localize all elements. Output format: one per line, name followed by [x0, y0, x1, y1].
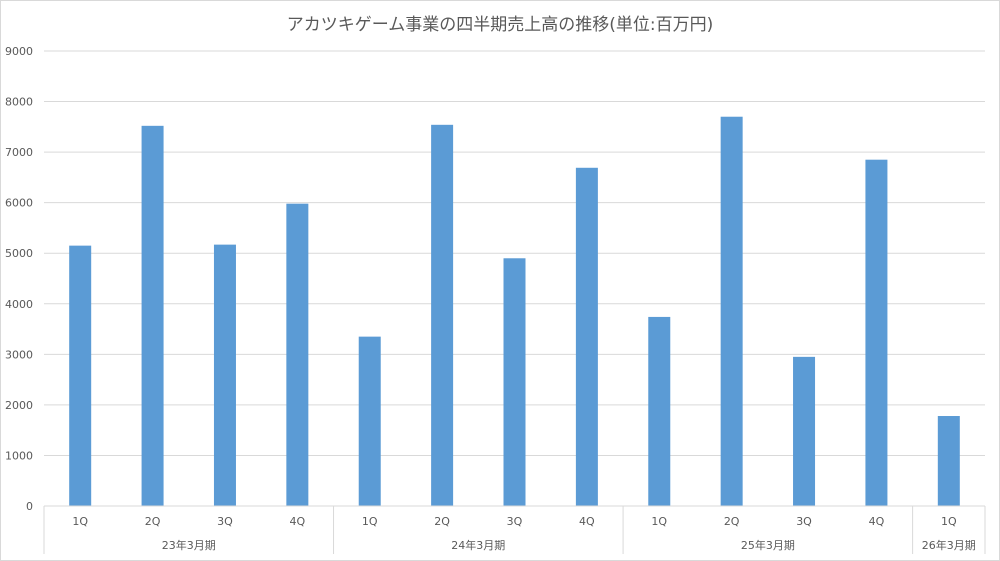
y-axis: 0 1000 2000 3000 4000 5000 6000 7000 8000 9000	[5, 45, 33, 513]
bars	[69, 116, 960, 507]
bar	[503, 258, 526, 506]
x-tick-label: 3Q	[217, 515, 233, 528]
x-tick-label: 3Q	[507, 515, 523, 528]
x-tick-label: 1Q	[941, 515, 957, 528]
x-tick-label: 4Q	[290, 515, 306, 528]
bar	[141, 125, 164, 507]
bar	[937, 416, 960, 506]
x-tick-label: 3Q	[796, 515, 812, 528]
chart-title: アカツキゲーム事業の四半期売上高の推移(単位:百万円)	[286, 15, 714, 35]
bar	[793, 356, 816, 506]
bar	[213, 244, 236, 506]
x-tick-label: 2Q	[724, 515, 740, 528]
y-tick-label: 8000	[5, 96, 33, 109]
x-tick-label: 2Q	[145, 515, 161, 528]
y-tick-label: 1000	[5, 449, 33, 462]
bar	[648, 316, 671, 506]
x-tick-label: 4Q	[869, 515, 885, 528]
y-tick-label: 5000	[5, 247, 33, 260]
bar	[431, 124, 454, 507]
x-axis: 1Q 2Q 3Q 4Q 1Q 2Q 3Q 4Q 1Q 2Q 3Q 4Q 1Q 23年3月期 24年3月期 25…	[43, 505, 986, 554]
y-tick-label: 3000	[5, 348, 33, 361]
y-tick-label: 9000	[5, 45, 33, 58]
x-group-label: 23年3月期	[162, 538, 216, 552]
x-group-label: 25年3月期	[741, 538, 795, 552]
y-tick-label: 4000	[5, 298, 33, 311]
bar	[575, 167, 598, 507]
x-tick-label: 4Q	[579, 515, 595, 528]
bar	[720, 116, 743, 506]
bar	[865, 159, 888, 506]
y-tick-label: 6000	[5, 197, 33, 210]
x-tick-label: 1Q	[362, 515, 378, 528]
y-tick-label: 0	[26, 500, 33, 513]
x-tick-label: 1Q	[651, 515, 667, 528]
y-tick-label: 2000	[5, 399, 33, 412]
bar	[358, 336, 381, 506]
bar	[286, 203, 309, 506]
bar	[69, 245, 92, 506]
x-tick-label: 1Q	[72, 515, 88, 528]
y-tick-label: 7000	[5, 146, 33, 159]
x-tick-label: 2Q	[434, 515, 450, 528]
x-group-label: 26年3月期	[922, 538, 976, 552]
x-group-label: 24年3月期	[451, 538, 505, 552]
